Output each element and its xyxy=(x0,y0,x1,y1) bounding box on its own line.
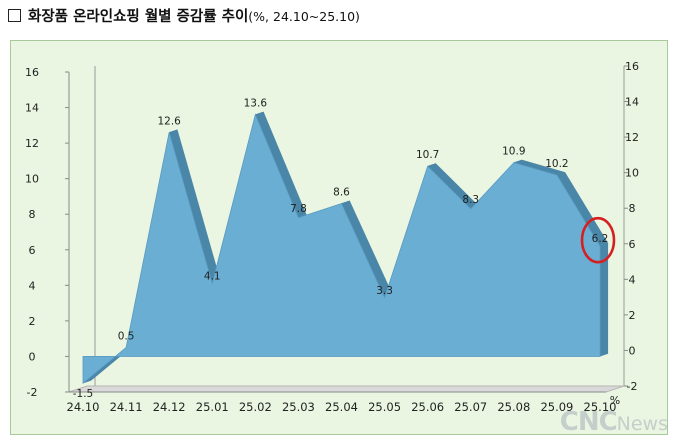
y-tick-label-left: 12 xyxy=(25,137,39,150)
data-label: 0.5 xyxy=(118,331,135,343)
y-tick-label-left: 14 xyxy=(25,102,39,115)
chart-title-main: 화장품 온라인쇼핑 월별 증감률 추이 xyxy=(28,9,249,25)
highlight-circle xyxy=(580,216,616,264)
y-tick-label-left: 16 xyxy=(25,66,39,79)
data-label: 7.8 xyxy=(290,203,307,215)
y-tick-label-left: 6 xyxy=(29,244,36,257)
x-tick-label: 25.06 xyxy=(411,400,444,414)
x-tick-label: 25.10 xyxy=(584,400,617,414)
x-tick-label: 25.04 xyxy=(325,400,358,414)
x-tick-label: 25.08 xyxy=(497,400,530,414)
y-tick-label-right: 8 xyxy=(629,202,636,215)
y-tick-label-right: 0 xyxy=(629,344,636,357)
y-tick-label-right: -2 xyxy=(627,380,638,393)
y-tick-label-right: 14 xyxy=(625,96,639,109)
data-label: 13.6 xyxy=(244,98,268,110)
x-tick-label: 25.05 xyxy=(368,400,401,414)
y-tick-label-right: 16 xyxy=(625,60,639,73)
data-label: 3.3 xyxy=(376,285,393,297)
y-tick-label-right: 10 xyxy=(625,167,639,180)
area-end-cap xyxy=(600,243,609,357)
y-tick-label-left: 8 xyxy=(29,208,36,221)
y-tick-label-right: 6 xyxy=(629,238,636,251)
chart-title: 화장품 온라인쇼핑 월별 증감률 추이(%, 24.10~25.10) xyxy=(8,6,360,28)
x-tick-label: 25.01 xyxy=(196,400,229,414)
chart-container: -2 -2 0 0 2 2 4 4 6 6 8 8 10 10 12 12 14 14 16 16 -1.5 0.5 12.… xyxy=(10,40,668,435)
y-tick-label-left: 2 xyxy=(29,315,36,328)
x-tick-label: 25.09 xyxy=(540,400,573,414)
x-tick-label: 25.03 xyxy=(282,400,315,414)
data-label: 8.6 xyxy=(333,187,350,199)
checkbox-square-icon xyxy=(8,9,21,22)
x-axis-unit-label: % xyxy=(610,394,620,407)
watermark-logo: CNCNews xyxy=(559,407,668,437)
y-tick-label-right: 12 xyxy=(625,131,639,144)
x-tick-label: 24.11 xyxy=(110,400,143,414)
x-tick-label: 25.02 xyxy=(239,400,272,414)
data-label: -1.5 xyxy=(73,388,94,400)
y-tick-label-left: 10 xyxy=(25,173,39,186)
chart-floor xyxy=(68,385,625,393)
y-tick-label-left: 0 xyxy=(29,350,36,363)
data-label: 10.9 xyxy=(502,146,525,158)
data-label: 8.3 xyxy=(462,194,479,206)
x-tick-label: 25.07 xyxy=(454,400,487,414)
y-tick-label-right: 4 xyxy=(629,273,636,286)
data-label: 6.2 xyxy=(592,233,609,245)
chart-title-sub: (%, 24.10~25.10) xyxy=(248,9,360,24)
area-series xyxy=(82,113,601,384)
data-label: 4.1 xyxy=(204,271,221,283)
y-tick-label-left: 4 xyxy=(29,279,36,292)
x-tick-label: 24.12 xyxy=(153,400,186,414)
data-label: 12.6 xyxy=(157,115,181,127)
data-label: 10.7 xyxy=(416,149,439,161)
y-tick-label-right: 2 xyxy=(629,309,636,322)
x-tick-label: 24.10 xyxy=(67,400,100,414)
area-chart: -2 -2 0 0 2 2 4 4 6 6 8 8 10 10 12 12 14 14 16 16 -1.5 0.5 12.… xyxy=(10,40,668,435)
data-label: 10.2 xyxy=(545,158,568,170)
y-tick-label-left: -2 xyxy=(27,386,38,399)
